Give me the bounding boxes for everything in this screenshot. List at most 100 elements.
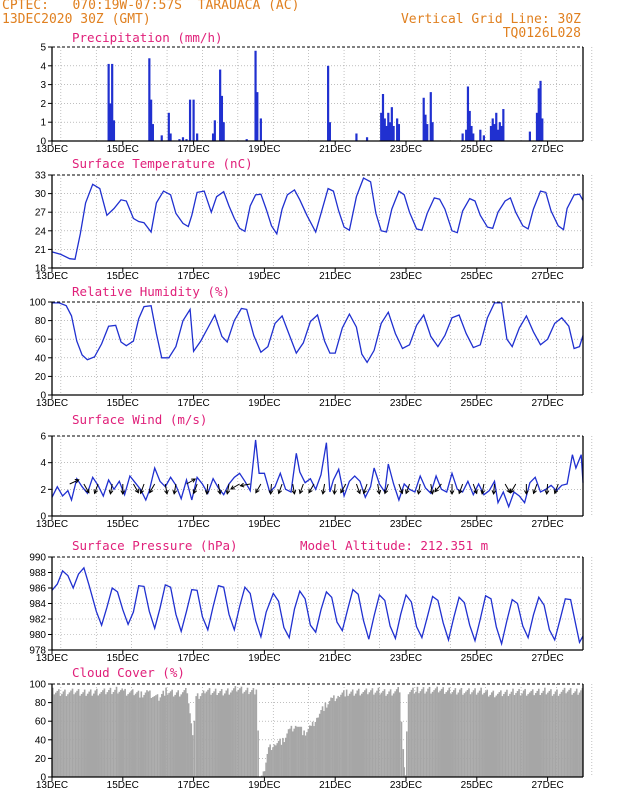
cloud-column: [527, 694, 529, 777]
pressure-xtick-label: 25DEC: [461, 653, 493, 664]
cloud-column: [373, 694, 375, 777]
wind-arrow: [217, 483, 221, 494]
pressure-xtick-label: 15DEC: [107, 653, 139, 664]
cloud-column: [76, 690, 78, 777]
cloud-column: [437, 692, 440, 777]
cloud-column: [149, 690, 151, 777]
cloud-column: [272, 747, 274, 777]
cloud-column: [424, 693, 426, 777]
precip-bar: [256, 92, 259, 141]
precip-bar: [388, 122, 392, 141]
cloud-column: [392, 693, 395, 777]
precip-bar: [181, 137, 185, 141]
cloud-column: [240, 686, 243, 777]
cloud-column: [228, 694, 231, 777]
cloud-column: [111, 694, 113, 777]
cloud-column: [365, 688, 368, 777]
precip-bar: [496, 129, 500, 141]
cloud-column: [419, 691, 422, 777]
precip-bar: [188, 99, 192, 141]
wind-arrow: [173, 483, 177, 494]
pressure-xtick-label: 27DEC: [531, 653, 563, 664]
pressure-ytick-label: 982: [29, 615, 46, 626]
cloud-column: [187, 703, 190, 777]
cloud-column: [68, 692, 71, 777]
cloud-column: [301, 735, 304, 777]
cloud-column: [428, 686, 431, 777]
wind-arrow: [292, 483, 295, 494]
cloud-column: [118, 691, 121, 777]
precip-bar: [392, 125, 395, 141]
cloud-column: [141, 697, 144, 777]
cloud-column: [403, 767, 405, 777]
cloud-column: [309, 725, 311, 777]
cloud-column: [91, 695, 94, 777]
wind-arrow-head: [532, 489, 537, 495]
wind-ytick-label: 0: [40, 512, 46, 523]
precipitation-ytick-label: 1: [40, 118, 46, 129]
wind-arrow: [504, 483, 511, 493]
wind-arrow: [308, 483, 315, 493]
cloud-column: [61, 694, 63, 777]
precip-bar: [222, 122, 225, 141]
cloud-column: [317, 717, 320, 777]
cloud-column: [335, 698, 338, 777]
cloud-column: [186, 693, 189, 777]
cloud-column: [140, 691, 143, 777]
wind-arrow: [322, 483, 326, 494]
humidity-xtick-label: 27DEC: [531, 398, 563, 409]
cloud-column: [562, 689, 564, 777]
wind-arrow-head: [217, 489, 222, 495]
cloud-column: [566, 691, 569, 777]
cloud-column: [578, 692, 581, 777]
cloud-column: [362, 691, 365, 777]
wind-arrow-head: [383, 489, 389, 495]
cloud-column: [171, 689, 173, 777]
wind-arrow-head: [191, 478, 197, 483]
wind-arrow: [226, 483, 230, 494]
cloud-cover-title: Cloud Cover (%): [72, 665, 185, 680]
cloud-column: [299, 726, 301, 777]
cloud-column: [477, 692, 479, 777]
wind-arrow: [472, 483, 478, 494]
cloud-column: [340, 694, 342, 777]
precipitation-xtick-label: 27DEC: [531, 144, 563, 155]
temperature-ytick-label: 24: [35, 226, 47, 237]
cloud-column: [55, 692, 57, 777]
humidity-xtick-label: 25DEC: [461, 398, 493, 409]
wind-arrow-head: [268, 490, 274, 496]
cloud-column: [225, 690, 228, 777]
cloud-column: [231, 690, 234, 777]
cloud-column: [534, 693, 537, 777]
cloud-column: [327, 704, 330, 777]
pressure-ytick-label: 980: [29, 630, 46, 641]
precip-bar: [211, 133, 215, 141]
cloud-column: [368, 692, 371, 777]
cloud-column: [318, 713, 321, 777]
cloud-column: [205, 691, 208, 777]
cloud-column: [290, 725, 293, 777]
wind-xtick-label: 21DEC: [319, 519, 351, 530]
cloud-column: [497, 693, 499, 777]
cloud-column: [143, 694, 145, 777]
cloud-column: [345, 689, 348, 777]
wind-arrow: [255, 483, 262, 493]
cloud-cover-panel: 0 20 40 60 80 100 13DEC 15DEC 17DEC 19DEC 21DEC 23D…: [29, 665, 593, 791]
cloud-column: [122, 690, 125, 777]
cloud-column: [409, 692, 411, 777]
cloud-column: [568, 689, 570, 777]
precip-bar: [380, 112, 383, 141]
cloud-column: [539, 695, 542, 777]
cloud-column: [350, 691, 352, 777]
precip-bar: [150, 99, 153, 141]
wind-arrow-head: [356, 489, 361, 495]
cloud-column: [153, 696, 156, 777]
cloud-column: [481, 694, 484, 777]
wind-arrow: [546, 483, 549, 495]
cloud-cover-xtick-label: 15DEC: [107, 780, 139, 791]
wind-arrow-head: [149, 488, 154, 494]
cloud-column: [395, 689, 398, 777]
cloud-column: [161, 694, 163, 777]
cloud-column: [94, 690, 97, 777]
cloud-column: [500, 690, 502, 777]
